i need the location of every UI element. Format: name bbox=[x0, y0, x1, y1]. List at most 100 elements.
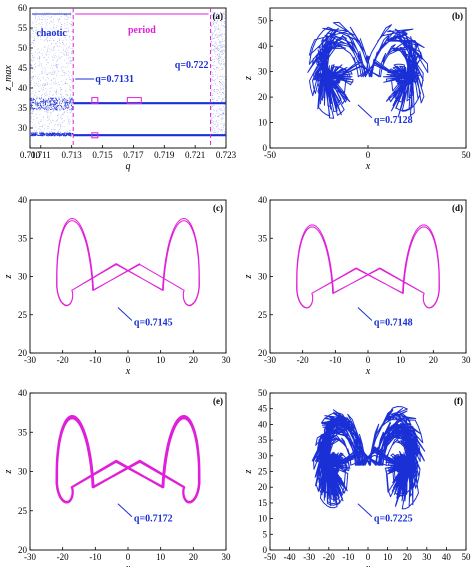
chaotic-point bbox=[67, 65, 69, 67]
chaotic-point bbox=[211, 36, 213, 38]
chaotic-point bbox=[53, 47, 54, 49]
chaotic-point bbox=[219, 123, 221, 125]
chaotic-point bbox=[65, 79, 67, 81]
chaotic-point bbox=[46, 41, 48, 42]
chaotic-point bbox=[45, 83, 47, 84]
chaotic-point bbox=[222, 131, 223, 133]
chaotic-point bbox=[224, 12, 226, 14]
chaotic-point bbox=[216, 15, 217, 17]
band-point bbox=[42, 107, 44, 109]
band-point bbox=[31, 133, 33, 135]
x-tick-label: 50 bbox=[462, 150, 472, 160]
chaotic-point bbox=[39, 63, 41, 65]
chaotic-point bbox=[40, 126, 42, 127]
band-point bbox=[67, 100, 69, 102]
band-point bbox=[43, 107, 45, 109]
y-tick-label: 20 bbox=[18, 545, 28, 555]
chaotic-point bbox=[223, 93, 224, 95]
chaotic-point bbox=[51, 56, 53, 57]
chaotic-point bbox=[62, 71, 63, 73]
chaotic-point bbox=[44, 34, 46, 36]
chaotic-point bbox=[34, 14, 36, 16]
chaotic-point bbox=[211, 71, 212, 73]
chaotic-point bbox=[50, 87, 52, 89]
chaotic-point bbox=[218, 18, 219, 20]
chaotic-point bbox=[216, 99, 218, 101]
x-tick-label: -10 bbox=[89, 552, 101, 562]
chaotic-point bbox=[69, 36, 71, 38]
highlight-box bbox=[91, 97, 99, 105]
panel-label: (b) bbox=[452, 11, 463, 21]
y-tick-label: 25 bbox=[18, 506, 28, 516]
chaotic-point bbox=[58, 96, 59, 98]
chaotic-point bbox=[68, 46, 70, 48]
chaotic-point bbox=[220, 119, 222, 120]
chaotic-point bbox=[57, 60, 58, 62]
chaotic-point bbox=[66, 73, 67, 75]
chaotic-point bbox=[47, 30, 49, 32]
chaotic-point bbox=[66, 62, 68, 64]
band-point bbox=[45, 107, 47, 109]
chaotic-point bbox=[31, 77, 33, 79]
band-point bbox=[50, 106, 52, 108]
chaotic-point bbox=[42, 99, 44, 101]
chaotic-point bbox=[70, 14, 72, 16]
chaotic-point bbox=[37, 117, 38, 119]
chaotic-point bbox=[52, 69, 54, 71]
chaotic-point bbox=[46, 112, 48, 114]
band-point bbox=[69, 100, 71, 102]
chaotic-point bbox=[47, 33, 48, 34]
chaotic-point bbox=[218, 59, 219, 61]
chaotic-point bbox=[33, 43, 34, 44]
chaotic-point bbox=[69, 72, 71, 74]
chaotic-point bbox=[220, 63, 222, 65]
chaotic-point bbox=[44, 110, 46, 112]
chaotic-point bbox=[69, 119, 71, 121]
chaotic-point bbox=[220, 63, 222, 64]
x-tick-label: -20 bbox=[57, 355, 69, 365]
chaotic-point bbox=[213, 15, 215, 17]
band-point bbox=[64, 134, 66, 136]
chaotic-point bbox=[215, 84, 216, 85]
chaotic-point bbox=[57, 118, 59, 120]
chaotic-point bbox=[217, 55, 219, 56]
chaotic-point bbox=[47, 62, 48, 63]
chaotic-point bbox=[214, 30, 215, 32]
chaotic-point bbox=[221, 13, 223, 14]
band-point bbox=[67, 104, 69, 106]
band-point bbox=[32, 108, 34, 110]
band-point bbox=[55, 104, 57, 106]
chaotic-point bbox=[46, 59, 47, 61]
chaotic-point bbox=[60, 67, 62, 69]
chaotic-point bbox=[68, 52, 69, 53]
band-point bbox=[64, 101, 66, 103]
chaotic-point bbox=[214, 43, 216, 45]
chaotic-point bbox=[53, 39, 55, 41]
chaotic-point bbox=[58, 130, 59, 132]
band-point bbox=[30, 98, 32, 100]
chaotic-point bbox=[46, 90, 48, 92]
chaotic-point bbox=[214, 98, 216, 99]
chaotic-point bbox=[222, 50, 224, 52]
chaotic-point bbox=[31, 68, 33, 70]
chaotic-point bbox=[55, 88, 57, 90]
chaotic-point bbox=[222, 45, 224, 47]
chaotic-point bbox=[68, 62, 70, 64]
chaotic-point bbox=[38, 17, 40, 19]
chaotic-point bbox=[42, 54, 43, 56]
x-axis-label: x bbox=[365, 366, 371, 377]
chaotic-point bbox=[224, 38, 226, 39]
band-point bbox=[53, 134, 55, 136]
chaotic-point bbox=[30, 83, 32, 85]
chaotic-point bbox=[32, 125, 34, 127]
chaotic-point bbox=[62, 48, 64, 50]
chaotic-point bbox=[211, 65, 213, 67]
chaotic-point bbox=[58, 110, 60, 112]
chaotic-point bbox=[224, 51, 225, 52]
chaotic-point bbox=[66, 24, 68, 25]
chaotic-point bbox=[222, 68, 224, 69]
chaotic-point bbox=[46, 54, 47, 56]
band-point bbox=[46, 135, 48, 137]
chaotic-point bbox=[44, 71, 46, 73]
chaotic-point bbox=[212, 49, 214, 51]
